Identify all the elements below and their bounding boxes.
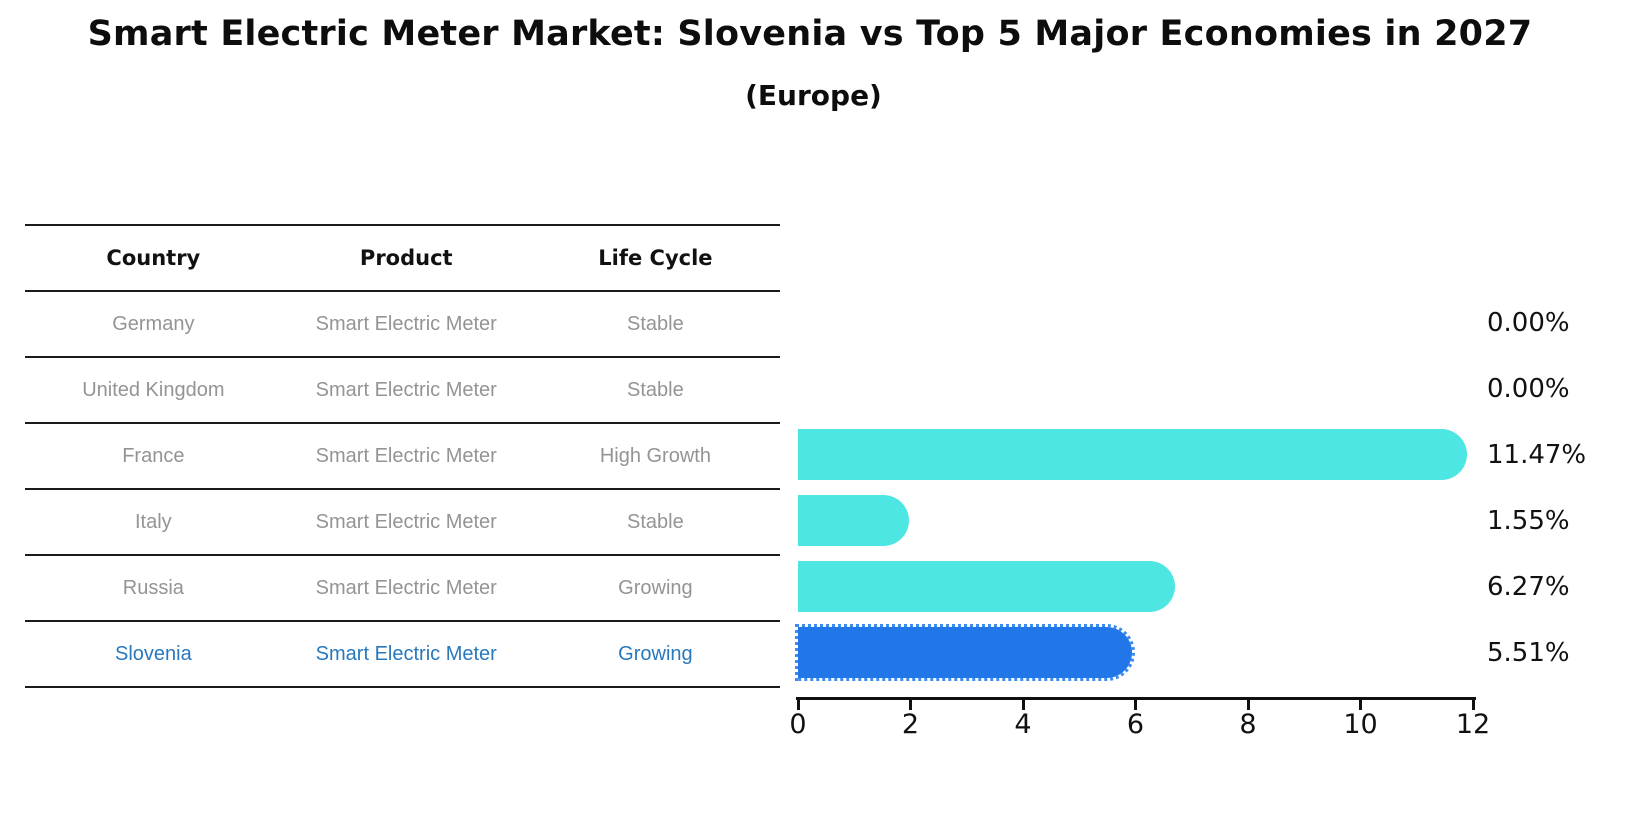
x-axis-line <box>796 697 1476 700</box>
country-cell: Germany <box>112 312 195 335</box>
life-cycle-cell: Growing <box>618 642 693 665</box>
table-row-italy: Italy Smart Electric Meter Stable <box>25 488 780 554</box>
product-cell: Smart Electric Meter <box>315 642 497 665</box>
x-tick-mark-12 <box>1471 700 1475 710</box>
country-cell: Slovenia <box>114 642 192 665</box>
x-tick-label-2: 2 <box>901 709 920 740</box>
table-row-germany: Germany Smart Electric Meter Stable <box>25 290 780 356</box>
table-header-life-cycle: Life Cycle <box>598 246 713 270</box>
x-tick-label-6: 6 <box>1126 709 1145 740</box>
x-tick-mark-8 <box>1246 700 1250 710</box>
country-cell: Russia <box>122 576 184 599</box>
country-cell: United Kingdom <box>82 378 225 401</box>
x-tick-label-12: 12 <box>1455 709 1491 740</box>
value-label-germany: 0.00% <box>1487 308 1570 338</box>
x-tick-mark-4 <box>1021 700 1025 710</box>
table-row-slovenia: Slovenia Smart Electric Meter Growing <box>25 620 780 686</box>
x-tick-mark-6 <box>1134 700 1137 710</box>
x-tick-mark-2 <box>909 700 912 710</box>
product-cell: Smart Electric Meter <box>315 444 497 467</box>
bar-france <box>798 429 1467 480</box>
table-row-united-kingdom: United Kingdom Smart Electric Meter Stable <box>25 356 780 422</box>
x-tick-label-10: 10 <box>1343 709 1378 740</box>
x-tick-label-4: 4 <box>1014 709 1032 740</box>
country-table: Country Product Life Cycle Germany Smart … <box>25 224 780 688</box>
table-header-row: Country Product Life Cycle <box>25 224 780 290</box>
chart-subtitle: (Europe) <box>745 79 882 112</box>
life-cycle-cell: High Growth <box>599 444 711 467</box>
table-header-product: Product <box>359 246 453 270</box>
product-cell: Smart Electric Meter <box>315 312 497 335</box>
x-tick-label-0: 0 <box>789 709 807 740</box>
x-tick-mark-0 <box>796 700 800 710</box>
bar-slovenia <box>795 624 1135 681</box>
value-label-france: 11.47% <box>1487 440 1587 470</box>
life-cycle-cell: Growing <box>618 576 693 599</box>
table-row-france: France Smart Electric Meter High Growth <box>25 422 780 488</box>
table-body: Germany Smart Electric Meter Stable United … <box>25 290 780 686</box>
life-cycle-cell: Stable <box>627 378 684 401</box>
chart-title: Smart Electric Meter Market: Slovenia vs… <box>87 14 1533 54</box>
product-cell: Smart Electric Meter <box>315 576 497 599</box>
value-label-slovenia: 5.51% <box>1487 638 1570 668</box>
country-cell: France <box>122 444 185 467</box>
table-row-russia: Russia Smart Electric Meter Growing <box>25 554 780 620</box>
life-cycle-cell: Stable <box>627 510 684 533</box>
x-tick-mark-10 <box>1359 700 1362 710</box>
product-cell: Smart Electric Meter <box>315 378 497 401</box>
bar-russia <box>798 561 1175 612</box>
table-header-country: Country <box>106 246 201 270</box>
life-cycle-cell: Stable <box>627 312 684 335</box>
product-cell: Smart Electric Meter <box>315 510 497 533</box>
value-label-russia: 6.27% <box>1487 572 1570 602</box>
value-label-italy: 1.55% <box>1487 506 1570 536</box>
x-tick-label-8: 8 <box>1239 709 1257 740</box>
value-label-united-kingdom: 0.00% <box>1487 374 1570 404</box>
bar-italy <box>798 495 909 546</box>
country-cell: Italy <box>135 510 172 533</box>
